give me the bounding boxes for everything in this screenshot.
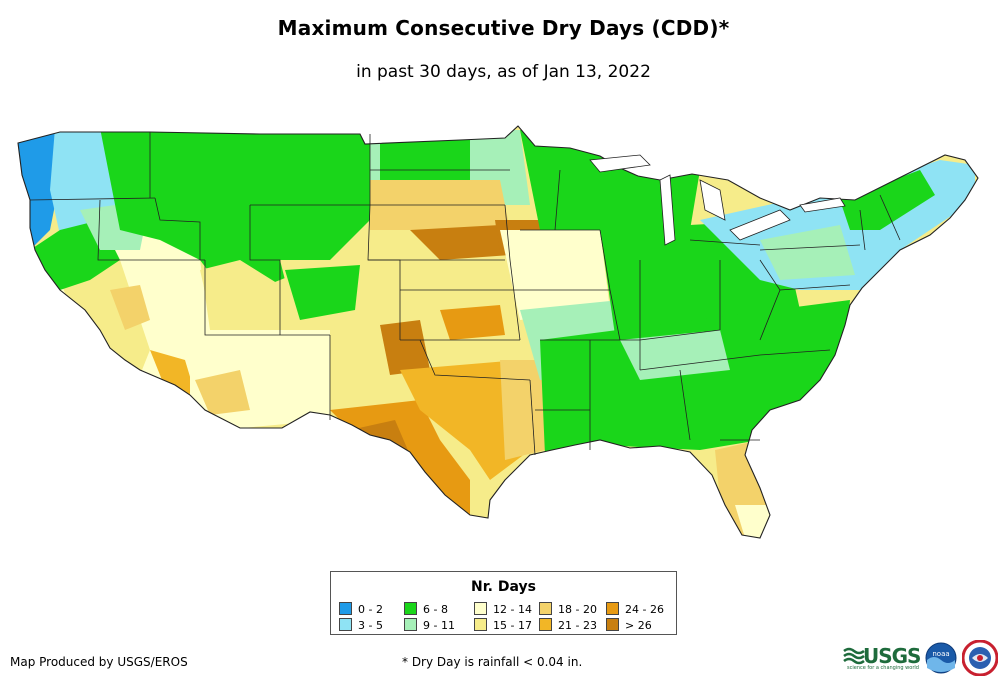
region-nd-green — [380, 134, 470, 180]
legend-item-12-14: 12 - 14 — [474, 602, 532, 616]
region-ne-green — [840, 170, 935, 230]
legend-item-15-17: 15 - 17 — [474, 618, 532, 632]
legend-label: 0 - 2 — [358, 603, 383, 616]
region-se-ltgreen — [620, 330, 730, 380]
usgs-logo: USGS science for a changing world — [843, 643, 921, 671]
legend-label: 18 - 20 — [558, 603, 597, 616]
legend-swatch — [539, 602, 552, 615]
legend-label: 24 - 26 — [625, 603, 664, 616]
legend: Nr. Days 0 - 2 3 - 5 6 - 8 9 - 11 12 - 1… — [330, 571, 677, 635]
legend-item-21-23: 21 - 23 — [539, 618, 597, 632]
region-california-spot — [110, 285, 150, 330]
state-boundaries — [17, 125, 979, 539]
region-rockies-yellow — [200, 260, 280, 335]
legend-swatch — [539, 618, 552, 631]
legend-item-3-5: 3 - 5 — [339, 618, 383, 632]
legend-item-0-2: 0 - 2 — [339, 602, 383, 616]
legend-label: 9 - 11 — [423, 619, 455, 632]
legend-item-24-26: 24 - 26 — [606, 602, 664, 616]
legend-item-over-26: > 26 — [606, 618, 652, 632]
region-colorado-green — [285, 265, 360, 320]
region-nebraska-sandhills — [410, 225, 510, 260]
legend-swatch — [606, 602, 619, 615]
legend-item-9-11: 9 - 11 — [404, 618, 455, 632]
legend-swatch — [339, 618, 352, 631]
legend-swatch — [404, 618, 417, 631]
legend-swatch — [474, 618, 487, 631]
legend-title: Nr. Days — [471, 579, 536, 595]
map-title: Maximum Consecutive Dry Days (CDD)* — [277, 16, 730, 40]
great-lakes — [589, 154, 846, 246]
legend-item-18-20: 18 - 20 — [539, 602, 597, 616]
usgs-tagline: science for a changing world — [847, 665, 919, 671]
region-ok-panhandle — [380, 320, 430, 375]
legend-swatch — [606, 618, 619, 631]
usgs-waves-icon — [843, 647, 865, 665]
noaa-logo-text: noaa — [932, 650, 949, 658]
legend-item-6-8: 6 - 8 — [404, 602, 448, 616]
legend-label: 6 - 8 — [423, 603, 448, 616]
region-northern-rockies — [100, 128, 370, 300]
noaa-logo-icon: noaa — [925, 642, 957, 674]
region-ny-ltgreen — [760, 225, 855, 280]
map-credit: Map Produced by USGS/EROS — [10, 655, 188, 669]
legend-swatch — [474, 602, 487, 615]
map-subtitle: in past 30 days, as of Jan 13, 2022 — [356, 62, 651, 82]
cdd-map — [17, 125, 979, 539]
region-az-spot — [195, 370, 250, 415]
dry-day-footnote: * Dry Day is rainfall < 0.04 in. — [402, 655, 583, 669]
nws-logo-icon — [962, 640, 998, 676]
legend-swatch — [404, 602, 417, 615]
region-texas-central — [400, 360, 530, 480]
usgs-logo-text: USGS — [863, 644, 921, 668]
legend-swatch — [339, 602, 352, 615]
legend-label: > 26 — [625, 619, 652, 632]
legend-label: 15 - 17 — [493, 619, 532, 632]
legend-label: 12 - 14 — [493, 603, 532, 616]
legend-label: 3 - 5 — [358, 619, 383, 632]
region-iowa — [500, 230, 610, 320]
legend-label: 21 - 23 — [558, 619, 597, 632]
region-kansas-spot — [440, 305, 505, 340]
